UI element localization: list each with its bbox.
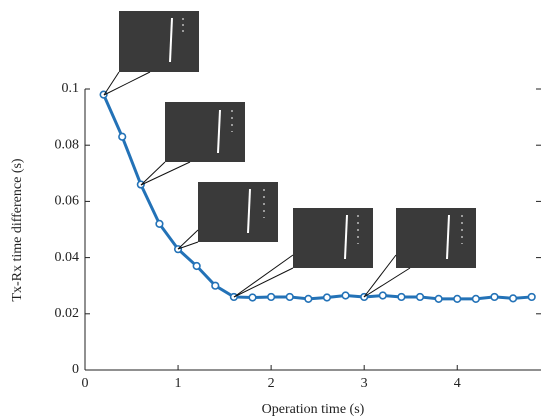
marker <box>192 261 201 271</box>
marker <box>453 294 462 304</box>
x-tick-label: 1 <box>175 376 182 391</box>
marker <box>341 291 350 300</box>
marker <box>490 292 499 302</box>
marker <box>155 219 164 228</box>
marker <box>322 293 332 302</box>
thumbnails <box>103 11 476 298</box>
connector <box>103 71 151 96</box>
marker <box>248 293 257 302</box>
connector <box>363 254 397 298</box>
connector <box>177 241 199 250</box>
connector <box>103 71 120 96</box>
connector <box>140 161 166 186</box>
marker <box>211 281 220 290</box>
thumbnail <box>293 208 373 268</box>
marker <box>378 291 387 300</box>
marker <box>229 292 238 302</box>
x-tick-label: 3 <box>361 376 368 391</box>
thumbnail <box>396 208 476 268</box>
x-axis-label: Operation time (s) <box>262 402 365 417</box>
x-tick-label: 2 <box>268 376 275 391</box>
marker <box>304 294 313 304</box>
y-axis-label: Tx-Rx time difference (s) <box>10 158 25 302</box>
thumbnail <box>119 11 199 72</box>
y-tick-label: 0 <box>72 362 79 377</box>
marker <box>118 132 127 141</box>
connector <box>177 229 199 250</box>
x-tick-label: 0 <box>82 376 89 391</box>
y-tick-label: 0.1 <box>62 81 80 96</box>
y-tick-label: 0.06 <box>55 194 80 209</box>
thumbnail <box>165 102 245 162</box>
thumbnail <box>198 182 278 242</box>
connector <box>233 254 294 298</box>
marker <box>267 292 276 302</box>
marker <box>471 294 480 304</box>
marker <box>527 292 536 302</box>
marker <box>508 294 518 303</box>
connector <box>363 267 411 298</box>
y-tick-label: 0.04 <box>55 250 80 265</box>
connector <box>140 161 191 186</box>
y-tick-label: 0.08 <box>55 137 80 152</box>
connector <box>233 267 294 298</box>
x-tick-label: 4 <box>454 376 461 391</box>
marker <box>434 294 443 304</box>
marker <box>415 292 425 302</box>
marker <box>397 292 406 302</box>
marker <box>285 292 294 302</box>
y-tick-label: 0.02 <box>55 306 80 321</box>
